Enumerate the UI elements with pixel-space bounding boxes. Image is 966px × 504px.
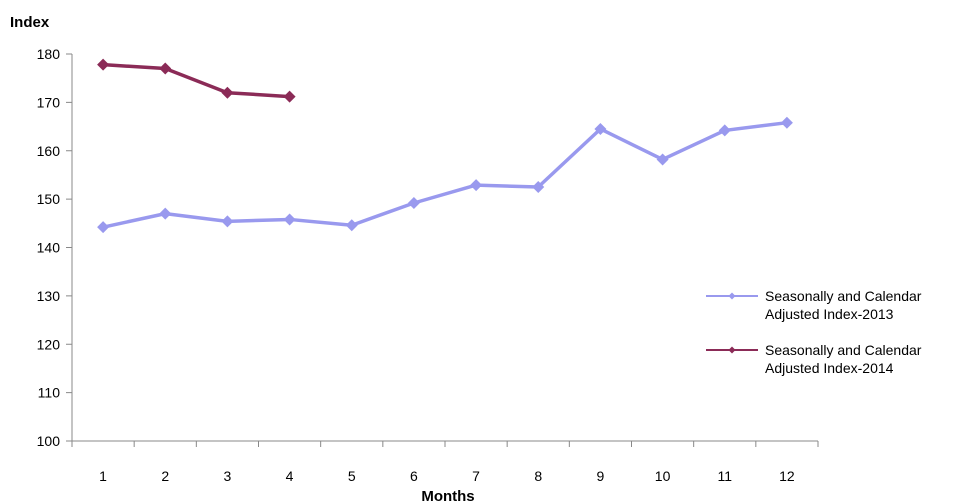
x-tick-label: 11 [717,468,732,484]
legend-item-2: Seasonally and Calendar Adjusted Index-20… [706,342,922,376]
x-tick-label: 7 [472,468,480,484]
x-axis-title: Months [421,488,474,504]
series-line [102,120,788,229]
x-axis-ticks: 1 2 3 4 5 6 7 8 9 10 11 12 [71,441,819,484]
y-tick-label: 110 [38,385,61,401]
legend-swatch-marker [728,292,736,300]
y-tick-label: 120 [37,336,61,352]
data-point [283,213,296,226]
legend-label: Adjusted Index-2013 [765,306,894,322]
series-layer [97,58,793,234]
x-tick-label: 12 [779,468,795,484]
series-line [102,62,290,99]
legend-item-1: Seasonally and Calendar Adjusted Index-20… [706,288,922,322]
x-tick-label: 2 [161,468,169,484]
data-point [159,62,172,75]
y-axis-title: Index [10,14,50,31]
data-point [470,179,483,192]
data-point [594,122,607,135]
y-tick-label: 170 [37,94,61,110]
x-tick-label: 1 [99,468,107,484]
series-2 [97,58,296,103]
legend-swatch-marker [728,346,736,354]
y-tick-label: 150 [37,191,61,207]
x-tick-label: 8 [534,468,542,484]
y-tick-label: 160 [37,143,61,159]
data-point [532,181,545,194]
data-point [407,196,420,209]
y-tick-label: 140 [37,240,61,256]
data-point [283,90,296,103]
x-tick-label: 5 [348,468,356,484]
legend: Seasonally and Calendar Adjusted Index-20… [706,288,922,376]
data-point [159,207,172,220]
data-point [221,86,234,99]
legend-label: Seasonally and Calendar [765,288,922,304]
data-point [656,153,669,166]
y-axis-ticks: 100 110 120 130 140 150 160 170 180 [37,46,72,449]
y-tick-label: 100 [37,433,61,449]
data-point [97,58,110,71]
x-tick-label: 9 [597,468,605,484]
legend-label: Seasonally and Calendar [765,342,922,358]
data-point [718,124,731,137]
data-point [221,215,234,228]
data-point [780,116,793,129]
series-1 [97,116,793,234]
y-tick-label: 130 [37,288,61,304]
y-tick-label: 180 [37,46,61,62]
x-tick-label: 3 [224,468,232,484]
data-point [97,221,110,234]
x-tick-label: 4 [286,468,294,484]
x-tick-label: 10 [655,468,671,484]
x-tick-label: 6 [410,468,418,484]
data-point [345,219,358,232]
legend-label: Adjusted Index-2014 [765,360,894,376]
